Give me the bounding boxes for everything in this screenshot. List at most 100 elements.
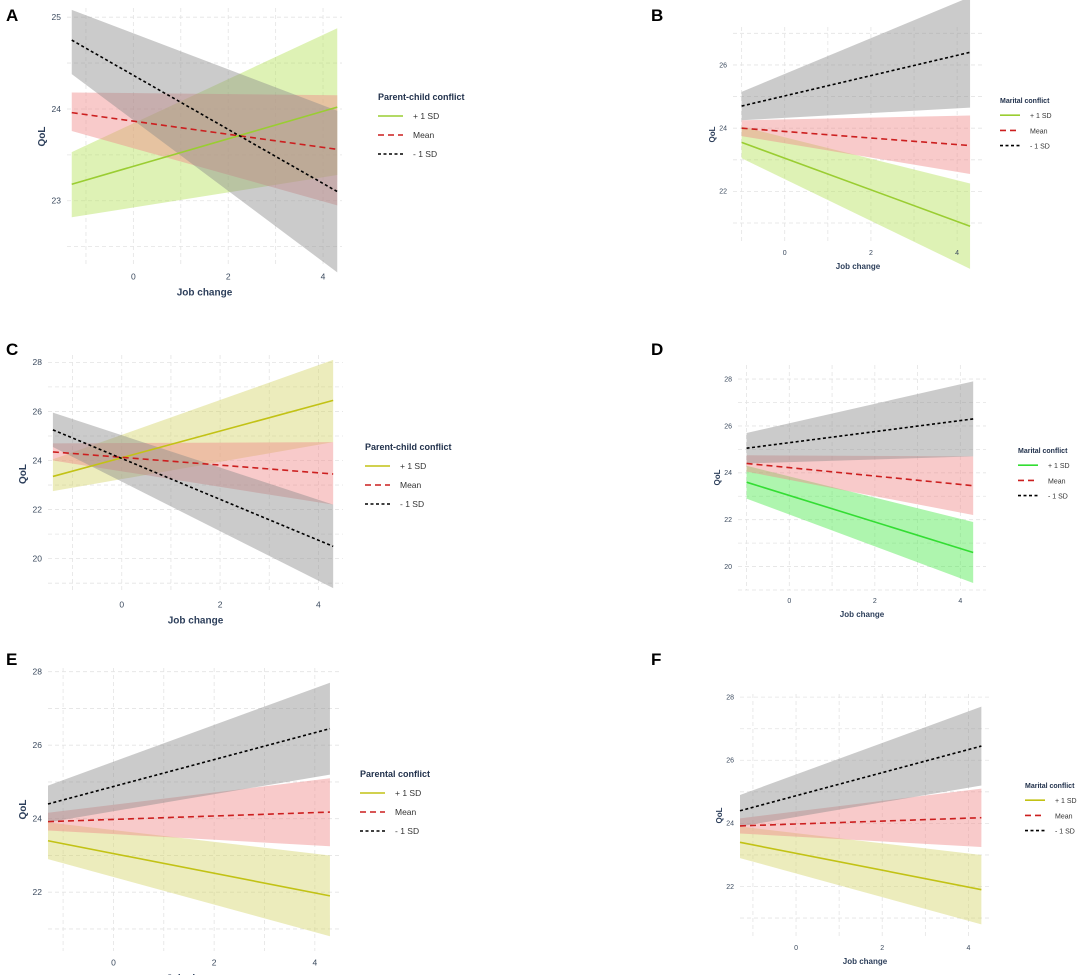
panel-d-x-axis-title: Job change [840,610,885,619]
panel-d-band-1 [746,455,974,515]
panel-a-legend: Parent-child conflict + 1 SD Mean - 1 SD [378,92,465,159]
panel-d-xtick-label: 4 [958,598,962,605]
panel-e-band-1 [48,778,330,847]
panel-c-legend-label-1: Mean [400,480,422,490]
panel-f-ytick-label: 22 [726,884,734,891]
panel-c-legend-label-0: + 1 SD [400,461,426,471]
panel-f-xtick-label: 2 [880,945,884,952]
panel-d-xtick-label: 2 [873,598,877,605]
panel-d-legend-label-1: Mean [1048,478,1066,485]
panel-b-xtick-label: 2 [869,250,873,257]
panel-a-ytick-label: 25 [52,12,62,22]
panel-a-band-1 [71,92,338,206]
panel-a-band-0 [71,28,338,218]
panel-a-legend-label-1: Mean [413,130,435,140]
panel-b-band-0 [741,126,971,269]
panel-e-ytick-label: 28 [33,667,43,677]
panel-f-legend-label-0: + 1 SD [1055,798,1077,805]
panel-f-xtick-label: 0 [794,945,798,952]
panel-e-ytick-label: 24 [33,814,43,824]
panel-f-x-axis-title: Job change [843,957,888,966]
panel-d-ytick-label: 22 [724,517,732,524]
panel-b-line-0 [741,141,971,227]
panel-c-grid [48,355,343,593]
panel-e-legend-label-1: Mean [395,807,417,817]
panel-f-ytick-label: 28 [726,694,734,701]
panel-a-line-1 [71,111,338,151]
panel-b-legend-label-2: - 1 SD [1030,144,1050,151]
panel-d-line-1 [746,462,974,487]
panel-a-x-axis-title: Job change [177,288,233,299]
panel-c-legend-label-2: - 1 SD [400,499,424,509]
panel-b-ytick-label: 24 [719,126,727,133]
panel-e-xtick-label: 2 [212,958,217,968]
panel-e-x-axis-title: Job change [166,974,222,975]
panel-c-ytick-label: 28 [33,357,43,367]
panel-e-legend-label-2: - 1 SD [395,826,419,836]
panel-f-legend: Marital conflict + 1 SD Mean - 1 SD [1025,783,1077,836]
panel-f-ytick-label: 24 [726,821,734,828]
panel-a-legend-label-0: + 1 SD [413,111,439,121]
panel-c-line-1 [52,451,334,475]
panel-b-line-1 [741,127,971,147]
panel-a-xtick-label: 2 [226,272,231,282]
panel-c-legend: Parent-child conflict + 1 SD Mean - 1 SD [365,442,452,509]
panel-e-xtick-label: 4 [312,958,317,968]
panel-a-xtick-label: 0 [131,272,136,282]
panel-c-xtick-label: 2 [218,600,223,610]
panel-f-line-1 [739,816,982,827]
panel-c-line-0 [52,399,334,478]
panel-b-legend-label-1: Mean [1030,128,1048,135]
panel-e-band-2 [48,682,330,823]
panel-letter-a: A [6,6,19,25]
panel-b-y-axis-title: QoL [708,126,717,142]
panel-c-ytick-label: 24 [33,455,43,465]
panel-d-line-0 [746,481,974,554]
panel-d-ytick-label: 28 [724,376,732,383]
panel-c-x-axis-title: Job change [168,616,224,627]
panel-a-legend-title: Parent-child conflict [378,92,465,102]
panel-a-line-0 [71,106,338,185]
panel-d-xtick-label: 0 [787,598,791,605]
panel-a-band-2 [71,9,338,273]
panel-d-ytick-label: 24 [724,470,732,477]
panel-f-legend-title: Marital conflict [1025,783,1075,790]
panel-b-line-2 [741,51,971,107]
panel-e-legend-title: Parental conflict [360,769,430,779]
panel-f-line-0 [739,841,982,891]
panel-d-band-0 [746,465,974,583]
panel-c-xtick-label: 4 [316,600,321,610]
panel-b-legend: Marital conflict + 1 SD Mean - 1 SD [1000,98,1052,151]
panel-c-ytick-label: 20 [33,553,43,563]
panel-a-ytick-label: 24 [52,104,62,114]
panel-f-xtick-label: 4 [966,945,970,952]
panel-e-legend-label-0: + 1 SD [395,788,421,798]
panel-d-y-axis-title: QoL [713,469,722,485]
panel-e-legend: Parental conflict + 1 SD Mean - 1 SD [360,769,430,836]
panel-d-legend-label-0: + 1 SD [1048,463,1070,470]
panel-f-ytick-label: 26 [726,758,734,765]
panel-b-grid [733,27,983,242]
panel-c-y-axis-title: QoL [18,464,29,484]
panel-f-band-0 [740,826,982,925]
panel-f-y-axis-title: QoL [715,807,724,823]
panel-e-line-0 [47,839,331,897]
panel-b-ytick-label: 22 [719,189,727,196]
panel-a-grid [67,8,342,265]
panel-e-xtick-label: 0 [111,958,116,968]
panel-e-line-2 [47,727,331,805]
panel-f-grid [740,694,990,937]
panel-c-legend-title: Parent-child conflict [365,442,452,452]
panel-letter-d: D [651,340,664,359]
panel-e-ytick-label: 26 [33,740,43,750]
panel-letter-b: B [651,6,664,25]
panel-d-band-2 [746,381,974,464]
panel-e-line-1 [47,811,330,823]
panel-c-line-2 [52,429,334,548]
panel-e-y-axis-title: QoL [18,800,29,820]
panel-c-band-2 [52,412,334,589]
